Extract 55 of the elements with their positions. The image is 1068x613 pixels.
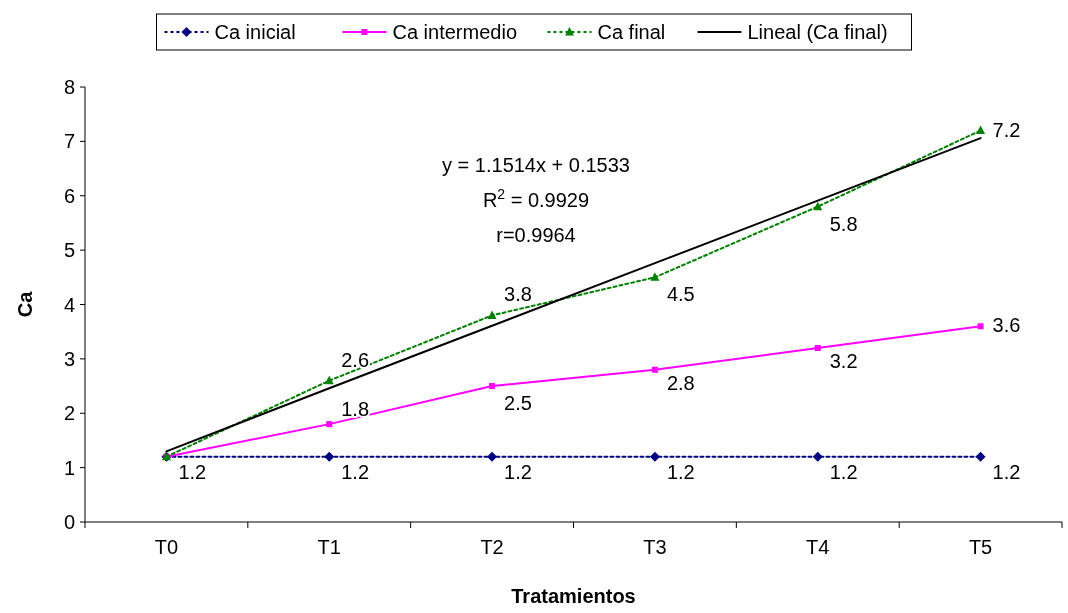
data-label: 1.2 (178, 460, 207, 483)
data-label: 1.2 (829, 460, 858, 483)
annotation: R$^{2}$ = 0.9929 (482, 186, 590, 211)
point (324, 451, 335, 462)
y-axis-title: Ca (14, 290, 36, 318)
y-tick-label: 2 (63, 402, 75, 425)
legend-label: Ca inicial (214, 21, 296, 43)
x-tick-label: T2 (480, 536, 504, 558)
point (489, 383, 496, 390)
y-tick-label: 5 (63, 239, 75, 262)
point (812, 451, 823, 462)
point (651, 366, 658, 373)
x-tick-label: T5 (968, 536, 993, 558)
data-label: 2.6 (341, 348, 370, 371)
x-tick-label: T1 (317, 536, 341, 558)
data-label: 7.2 (992, 118, 1021, 141)
data-label: 3.2 (829, 350, 858, 372)
data-label: 3.8 (504, 283, 532, 306)
point (650, 272, 660, 281)
point (649, 451, 660, 462)
point (976, 125, 986, 134)
data-label: 1.2 (992, 460, 1021, 483)
point (487, 310, 497, 319)
point (487, 451, 498, 462)
legend-label: Ca final (597, 21, 666, 43)
data-label: 1.2 (504, 460, 532, 483)
x-tick-label: T0 (154, 536, 179, 558)
point (813, 201, 823, 211)
legend-label: Lineal (Ca final) (747, 21, 888, 43)
y-tick-label: 0 (63, 511, 75, 533)
x-axis-title: Tratamientos (511, 585, 636, 607)
y-tick-label: 1 (63, 456, 75, 479)
data-label: 1.8 (341, 398, 370, 421)
data-label: 5.8 (829, 212, 858, 235)
y-tick-label: 3 (63, 347, 75, 370)
point (326, 421, 333, 428)
x-tick-label: T3 (643, 536, 667, 558)
y-tick-label: 4 (63, 293, 75, 316)
annotation: y = 1.1514x + 0.1533 (442, 154, 630, 176)
data-label: 4.5 (666, 283, 695, 306)
data-label: 2.8 (666, 371, 695, 394)
y-tick-label: 6 (63, 184, 75, 207)
annotation: r=0.9964 (496, 224, 576, 246)
point (814, 345, 821, 351)
point (975, 451, 986, 462)
y-tick-label: 8 (63, 76, 75, 98)
data-label: 2.5 (504, 392, 532, 415)
point (977, 323, 984, 330)
y-tick-label: 7 (63, 130, 75, 153)
data-label: 1.2 (666, 460, 695, 483)
legend-label: Ca intermedio (392, 21, 518, 43)
x-tick-label: T4 (806, 536, 830, 558)
point (324, 375, 334, 385)
data-label: 3.6 (992, 314, 1021, 337)
data-label: 1.2 (341, 460, 370, 483)
